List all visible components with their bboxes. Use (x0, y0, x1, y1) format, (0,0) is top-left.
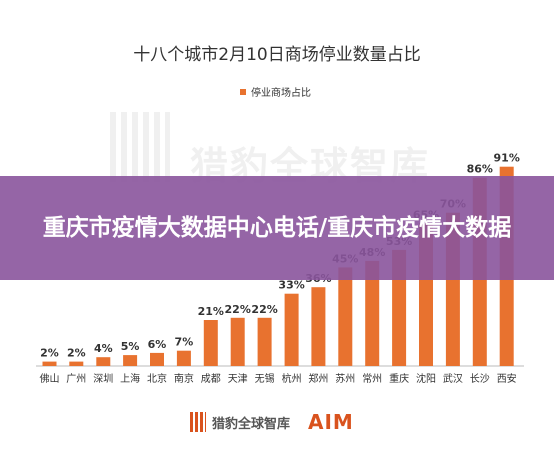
bar-苏州 (338, 267, 353, 366)
x-tick-label-南京: 南京 (174, 372, 194, 385)
bar-无锡 (257, 317, 272, 366)
value-label-天津: 22% (225, 303, 251, 316)
value-label-北京: 6% (148, 338, 167, 351)
x-tick-label-上海: 上海 (120, 372, 140, 385)
x-tick-label-广州: 广州 (66, 373, 86, 385)
chart-title: 十八个城市2月10日商场停业数量占比 (133, 45, 421, 65)
bar-常州 (365, 260, 380, 366)
bar-深圳 (96, 357, 111, 366)
value-label-南京: 7% (175, 336, 194, 349)
x-tick-label-成都: 成都 (201, 373, 221, 385)
value-label-广州: 2% (67, 347, 86, 360)
x-tick-label-佛山: 佛山 (40, 372, 60, 385)
value-label-佛山: 2% (40, 347, 59, 360)
banner-title: 重庆市疫情大数据中心电话/重庆市疫情大数据 (42, 215, 512, 241)
value-label-西安: 91% (494, 152, 520, 165)
value-label-长沙: 86% (467, 163, 493, 176)
legend: 停业商场占比 (240, 84, 311, 99)
x-tick-label-武汉: 武汉 (443, 372, 463, 385)
bar-佛山 (42, 361, 57, 366)
x-tick-labels-group: 佛山 广州 深圳 上海 北京 南京 成都 天津 无锡 杭州 郑州 苏州 常州 重庆 沈阳 武汉 长沙 西安 (40, 372, 517, 385)
x-tick-label-西安: 西安 (497, 372, 517, 385)
x-tick-label-杭州: 杭州 (282, 372, 302, 385)
legend-label: 停业商场占比 (251, 88, 311, 99)
x-tick-label-常州: 常州 (362, 372, 382, 385)
value-label-杭州: 33% (278, 279, 304, 292)
bar-南京 (176, 350, 191, 366)
bar-广州 (69, 361, 84, 366)
x-tick-label-苏州: 苏州 (335, 372, 355, 385)
x-tick-label-长沙: 长沙 (470, 373, 490, 385)
x-tick-label-深圳: 深圳 (93, 373, 113, 385)
bar-杭州 (284, 293, 299, 366)
x-tick-label-天津: 天津 (228, 373, 248, 385)
value-label-上海: 5% (121, 340, 140, 353)
bar-成都 (203, 320, 218, 366)
x-tick-label-无锡: 无锡 (255, 372, 275, 385)
cheetah-logo-icon (190, 412, 206, 432)
bar-郑州 (311, 287, 326, 366)
legend-swatch (240, 88, 246, 95)
value-label-深圳: 4% (94, 342, 113, 355)
watermark-logo-icon (110, 112, 170, 182)
title-banner: 重庆市疫情大数据中心电话/重庆市疫情大数据 (0, 176, 554, 280)
bar-上海 (123, 355, 138, 366)
x-tick-label-重庆: 重庆 (389, 372, 409, 385)
bar-北京 (150, 352, 164, 366)
footer-logos: 猎豹全球智库 AIM (190, 410, 354, 434)
x-tick-label-沈阳: 沈阳 (416, 372, 436, 385)
x-tick-label-郑州: 郑州 (308, 372, 328, 385)
bar-天津 (230, 317, 245, 366)
x-tick-label-北京: 北京 (147, 372, 167, 385)
footer-logo-text: 猎豹全球智库 (212, 416, 291, 432)
value-label-无锡: 22% (251, 303, 277, 316)
value-label-成都: 21% (198, 305, 224, 318)
aim-logo: AIM (308, 410, 354, 434)
